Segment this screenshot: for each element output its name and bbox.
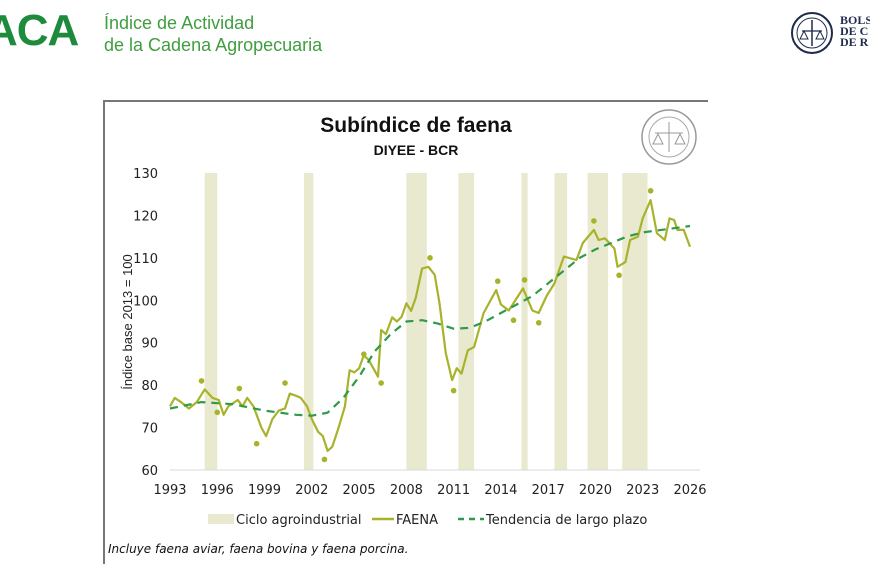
brand-subtitle: Índice de Actividad de la Cadena Agropec…	[104, 12, 322, 56]
chart-frame	[103, 100, 708, 564]
cycle-band	[406, 173, 427, 470]
x-tick-label: 1996	[201, 483, 234, 498]
chart-title: Subíndice de faena	[320, 114, 512, 137]
y-axis-label: Índice base 2013 = 100	[120, 254, 135, 390]
legend-swatch-band	[208, 514, 234, 524]
extremum-marker	[253, 440, 260, 447]
cycle-band	[303, 173, 314, 470]
extremum-marker	[236, 385, 243, 392]
y-tick-label: 120	[133, 209, 158, 224]
x-tick-label: 2005	[343, 483, 376, 498]
cycle-band	[521, 173, 528, 470]
y-tick-label: 60	[141, 464, 158, 479]
extremum-marker	[535, 319, 542, 326]
extremum-marker	[616, 272, 622, 279]
bcr-watermark-seal-icon	[641, 109, 697, 165]
x-tick-label: 2017	[532, 483, 565, 498]
cycle-band	[458, 173, 475, 470]
extremum-marker	[510, 317, 517, 324]
bcr-name-line2: DE C	[840, 24, 869, 38]
y-tick-label: 70	[141, 422, 158, 437]
x-tick-label: 2008	[390, 483, 423, 498]
bcr-seal-icon	[791, 12, 833, 54]
x-tick-label: 1999	[248, 483, 281, 498]
brand-logo: ACA	[0, 6, 79, 55]
extremum-marker	[494, 278, 501, 284]
footnote: Incluye faena aviar, faena bovina y faen…	[108, 542, 408, 556]
x-tick-label: 2020	[579, 483, 612, 498]
y-tick-label: 110	[133, 252, 158, 267]
extremum-marker	[198, 378, 205, 384]
y-tick-label: 90	[141, 337, 158, 352]
legend-label-band: Ciclo agroindustrial	[236, 513, 362, 528]
brand-subtitle-line2: de la Cadena Agropecuaria	[104, 35, 323, 55]
bcr-name-line1: BOLS	[840, 13, 870, 27]
bcr-name-line3: DE R	[840, 35, 869, 49]
extremum-marker	[521, 277, 528, 283]
bcr-name: BOLS DE C DE R	[840, 13, 870, 49]
legend-label-faena: FAENA	[396, 513, 438, 528]
extremum-marker	[214, 409, 221, 416]
x-tick-label: 2026	[673, 483, 706, 498]
x-tick-label: 2014	[484, 483, 517, 498]
extremum-marker	[282, 380, 288, 386]
extremum-marker	[361, 351, 367, 357]
cycle-band	[622, 173, 648, 470]
extremum-marker	[647, 188, 654, 194]
extremum-marker	[378, 380, 384, 386]
y-tick-label: 130	[133, 167, 158, 182]
legend: Ciclo agroindustrial FAENA Tendencia de …	[208, 513, 647, 528]
x-tick-label: 2023	[626, 483, 659, 498]
cycle-band	[554, 173, 568, 470]
faena-line	[169, 199, 692, 452]
brand-subtitle-line1: Índice de Actividad	[104, 13, 255, 33]
chart-subtitle: DIYEE - BCR	[374, 142, 459, 158]
extremum-marker	[321, 456, 328, 463]
y-tick-label: 100	[133, 294, 158, 309]
extremum-marker	[591, 218, 597, 224]
trend-line	[169, 224, 691, 417]
extremum-marker	[427, 255, 433, 261]
cycle-band	[204, 173, 218, 470]
x-tick-label: 2002	[295, 483, 328, 498]
cycle-band	[587, 173, 609, 470]
x-tick-label: 1993	[153, 483, 186, 498]
legend-label-trend: Tendencia de largo plazo	[485, 513, 647, 528]
extremum-marker	[450, 387, 457, 394]
x-tick-label: 2011	[437, 483, 470, 498]
y-tick-label: 80	[141, 379, 158, 394]
